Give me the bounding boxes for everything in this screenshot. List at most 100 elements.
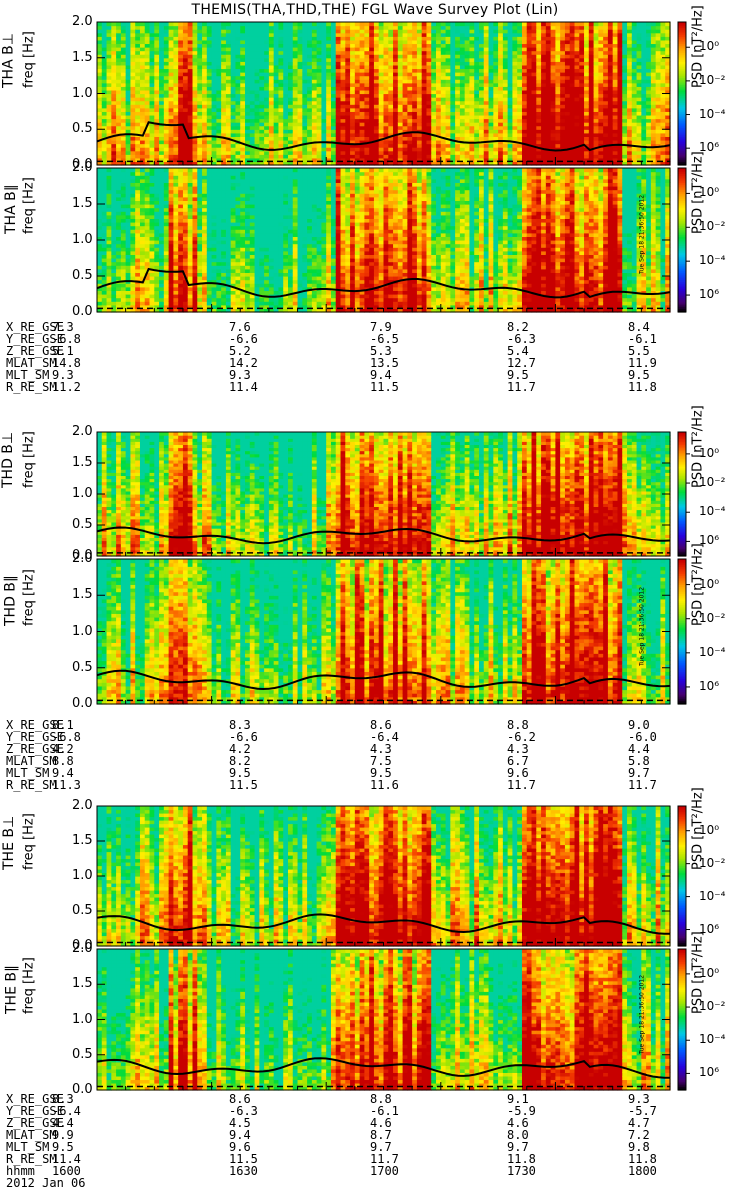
spectrogram-cell — [150, 22, 155, 26]
spectrogram-cell — [159, 94, 164, 98]
spectrogram-cell — [197, 58, 202, 62]
spectrogram-cell — [202, 140, 207, 144]
spectrogram-cell — [169, 133, 174, 137]
spectrogram-cell — [178, 86, 183, 90]
spectrogram-cell — [150, 33, 155, 37]
spectrogram-cell — [202, 90, 207, 94]
spectrogram-cell — [245, 101, 250, 105]
spectrogram-cell — [240, 43, 245, 47]
spectrogram-cell — [269, 58, 274, 62]
spectrogram-cell — [150, 108, 155, 112]
spectrogram-cell — [240, 108, 245, 112]
spectrogram-cell — [221, 122, 226, 126]
spectrogram-cell — [164, 147, 169, 151]
spectrogram-cell — [159, 72, 164, 76]
spectrogram-cell — [97, 51, 102, 55]
spectrogram-cell — [245, 136, 250, 140]
spectrogram-cell — [255, 26, 260, 30]
spectrogram-cell — [178, 58, 183, 62]
spectrogram-cell — [231, 22, 236, 26]
spectrogram-cell — [107, 90, 112, 94]
spectrogram-cell — [188, 36, 193, 40]
spectrogram-cell — [212, 72, 217, 76]
spectrogram-cell — [173, 126, 178, 130]
spectrogram-cell — [173, 108, 178, 112]
spectrogram-cell — [183, 65, 188, 69]
spectrogram-cell — [259, 108, 264, 112]
spectrogram-cell — [269, 111, 274, 115]
spectrogram-cell — [154, 26, 159, 30]
spectrogram-cell — [255, 43, 260, 47]
spectrogram-cell — [221, 129, 226, 133]
spectrogram-cell — [154, 40, 159, 44]
spectrogram-cell — [193, 22, 198, 26]
spectrogram-cell — [221, 58, 226, 62]
spectrogram-cell — [150, 151, 155, 155]
spectrogram-cell — [126, 51, 131, 55]
spectrogram-cell — [183, 151, 188, 155]
spectrogram-cell — [245, 154, 250, 158]
spectrogram-cell — [116, 86, 121, 90]
spectrogram-cell — [197, 90, 202, 94]
spectrogram-cell — [183, 68, 188, 72]
spectrogram-cell — [259, 115, 264, 119]
spectrogram-cell — [107, 101, 112, 105]
spectrogram-cell — [183, 97, 188, 101]
spectrogram-cell — [107, 83, 112, 87]
spectrogram-cell — [264, 76, 269, 80]
spectrogram-cell — [207, 36, 212, 40]
spectrogram-cell — [274, 94, 279, 98]
spectrogram-cell — [216, 126, 221, 130]
spectrogram-cell — [102, 101, 107, 105]
spectrogram-cell — [231, 104, 236, 108]
spectrogram-cell — [216, 65, 221, 69]
spectrogram-cell — [159, 76, 164, 80]
spectrogram-cell — [111, 22, 116, 26]
spectrogram-cell — [207, 104, 212, 108]
spectrogram-cell — [216, 43, 221, 47]
spectrogram-cell — [250, 90, 255, 94]
spectrogram-cell — [173, 54, 178, 58]
spectrogram-cell — [154, 101, 159, 105]
spectrogram-cell — [250, 22, 255, 26]
spectrogram-cell — [245, 115, 250, 119]
spectrogram-cell — [140, 43, 145, 47]
spectrogram-cell — [107, 111, 112, 115]
spectrogram-cell — [259, 79, 264, 83]
spectrogram-cell — [250, 54, 255, 58]
spectrogram-cell — [183, 90, 188, 94]
spectrogram-cell — [231, 94, 236, 98]
spectrogram-cell — [216, 104, 221, 108]
spectrogram-cell — [130, 76, 135, 80]
spectrogram-cell — [216, 22, 221, 26]
spectrogram-cell — [188, 122, 193, 126]
spectrogram-cell — [231, 54, 236, 58]
spectrogram-cell — [154, 29, 159, 33]
spectrogram-cell — [159, 65, 164, 69]
spectrogram-cell — [178, 47, 183, 51]
spectrogram-cell — [250, 126, 255, 130]
spectrogram-cell — [126, 43, 131, 47]
spectrogram-cell — [235, 129, 240, 133]
spectrogram-cell — [193, 33, 198, 37]
spectrogram-cell — [135, 76, 140, 80]
spectrogram-cell — [116, 101, 121, 105]
spectrogram-cell — [116, 129, 121, 133]
spectrogram-cell — [207, 144, 212, 148]
spectrogram-cell — [111, 47, 116, 51]
spectrogram-cell — [235, 90, 240, 94]
spectrogram-cell — [235, 54, 240, 58]
spectrogram-cell — [245, 83, 250, 87]
spectrogram-cell — [102, 115, 107, 119]
spectrogram-cell — [130, 111, 135, 115]
spectrogram-cell — [259, 26, 264, 30]
spectrogram-cell — [250, 51, 255, 55]
spectrogram-cell — [274, 97, 279, 101]
spectrogram-cell — [202, 108, 207, 112]
spectrogram-cell — [107, 29, 112, 33]
spectrogram-cell — [135, 79, 140, 83]
spectrogram-cell — [240, 72, 245, 76]
spectrogram-cell — [212, 144, 217, 148]
spectrogram-cell — [121, 126, 126, 130]
spectrogram-cell — [178, 68, 183, 72]
